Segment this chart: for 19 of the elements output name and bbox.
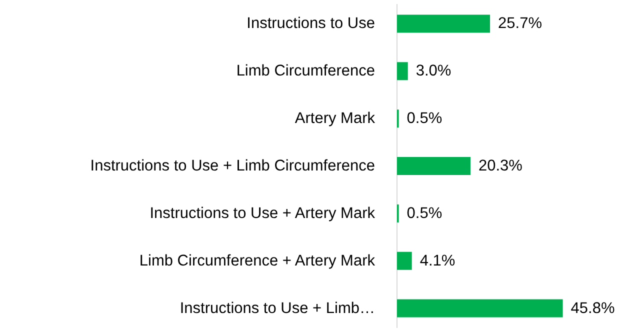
bar [397, 62, 408, 80]
data-label: 20.3% [478, 158, 523, 174]
y-tick-label: Instructions to Use + Limb… [180, 300, 375, 317]
y-tick-label: Instructions to Use + Limb Circumference [90, 158, 375, 174]
data-label: 25.7% [498, 15, 542, 32]
data-label: 0.5% [406, 204, 442, 222]
bar [397, 156, 470, 176]
data-label: 0.5% [406, 110, 442, 128]
y-tick-label: Instructions to Use [246, 15, 375, 32]
bar [397, 14, 490, 33]
data-label: 4.1% [420, 252, 456, 270]
y-tick-label: Limb Circumference [236, 62, 375, 80]
data-label: 3.0% [416, 62, 452, 80]
bar [397, 299, 563, 318]
y-tick-label: Limb Circumference + Artery Mark [139, 252, 376, 270]
bar [397, 252, 412, 270]
data-label: 45.8% [570, 300, 615, 317]
y-tick-label: Artery Mark [294, 110, 376, 128]
y-tick-label: Instructions to Use + Artery Mark [150, 204, 376, 222]
